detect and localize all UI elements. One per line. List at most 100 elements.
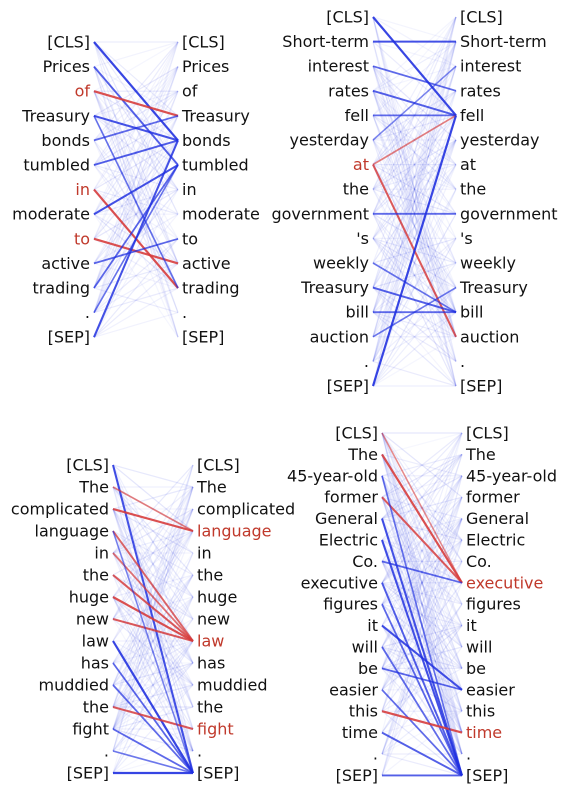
attention-line xyxy=(381,560,463,605)
attention-line xyxy=(372,311,457,362)
attention-line xyxy=(381,475,463,648)
left-token-label: Treasury xyxy=(21,106,90,125)
attention-edge xyxy=(112,750,194,774)
attention-edge xyxy=(372,16,457,117)
left-token-label: tumbled xyxy=(23,156,90,175)
left-token-label: muddied xyxy=(39,676,109,695)
attention-line xyxy=(112,508,194,642)
attention-edge xyxy=(371,115,458,387)
attention-line xyxy=(372,41,457,337)
attention-line xyxy=(381,582,463,691)
left-token-label: [CLS] xyxy=(326,8,369,27)
attention-line xyxy=(381,497,463,733)
attention-line xyxy=(381,432,463,733)
attention-line xyxy=(93,66,179,264)
attention-line xyxy=(381,454,463,648)
right-token-label: yesterday xyxy=(460,131,540,150)
attention-line xyxy=(93,213,179,313)
right-token-label: huge xyxy=(197,588,237,607)
attention-edge xyxy=(381,689,463,777)
attention-line xyxy=(372,90,457,362)
attention-edge xyxy=(112,728,194,774)
right-token-label: complicated xyxy=(197,500,295,519)
attention-line xyxy=(372,287,457,362)
attention-edge xyxy=(112,706,194,730)
right-token-label: [SEP] xyxy=(182,328,224,347)
attention-line xyxy=(381,560,463,648)
attention-line xyxy=(372,237,457,313)
strong-attention-lines xyxy=(112,464,194,775)
attention-edge xyxy=(372,114,457,166)
panel-2: [CLS] [CLS] Short-term Short-term interest in… xyxy=(271,8,557,396)
attention-line xyxy=(381,475,463,626)
attention-line xyxy=(381,582,463,605)
right-token-label: fell xyxy=(460,106,484,125)
left-token-label: executive xyxy=(301,573,378,592)
left-token-label: be xyxy=(358,659,378,678)
attention-edge xyxy=(112,618,194,642)
right-token-label: [CLS] xyxy=(466,424,509,443)
attention-line xyxy=(372,139,457,239)
attention-line xyxy=(381,496,463,712)
attention-line xyxy=(372,139,457,313)
attention-line xyxy=(372,41,457,362)
right-token-label: muddied xyxy=(197,676,267,695)
attention-line xyxy=(381,518,463,755)
attention-line xyxy=(381,496,463,605)
left-token-label: bonds xyxy=(41,131,90,150)
attention-edge xyxy=(372,262,457,313)
attention-line xyxy=(372,16,457,43)
attention-line xyxy=(381,518,463,712)
left-token-label: Treasury xyxy=(300,278,369,297)
attention-edge xyxy=(112,596,194,642)
attention-line xyxy=(112,728,194,752)
left-token-label: interest xyxy=(308,57,369,76)
attention-line xyxy=(372,139,457,387)
attention-line xyxy=(372,65,457,288)
attention-line xyxy=(372,336,457,387)
left-token-label: [SEP] xyxy=(67,764,109,783)
left-token-label: 's xyxy=(356,229,369,248)
attention-edge xyxy=(381,518,463,776)
left-token-label: trading xyxy=(32,279,90,298)
right-token-label: trading xyxy=(182,279,240,298)
attention-edge xyxy=(381,560,463,584)
attention-line xyxy=(372,188,457,288)
attention-line xyxy=(112,596,194,730)
attention-edge xyxy=(93,139,179,166)
panel-3: [CLS] [CLS] The The complicated complicated la… xyxy=(11,456,295,783)
left-token-label: easier xyxy=(329,680,378,699)
attention-line xyxy=(372,66,457,387)
right-token-label: [SEP] xyxy=(460,377,502,396)
right-token-label: figures xyxy=(466,595,521,614)
right-token-label: in xyxy=(197,544,212,563)
attention-line xyxy=(372,262,457,387)
right-token-label: will xyxy=(466,638,492,657)
right-token-label: General xyxy=(466,509,529,528)
attention-line xyxy=(372,41,457,337)
attention-line xyxy=(381,453,463,498)
attention-line xyxy=(381,753,463,776)
attention-edge xyxy=(372,65,457,141)
right-token-label: easier xyxy=(466,680,515,699)
right-token-label: Treasury xyxy=(181,106,250,125)
left-token-label: the xyxy=(83,566,109,585)
left-token-label: active xyxy=(41,254,90,273)
attention-line xyxy=(93,189,179,240)
attention-line xyxy=(381,432,463,562)
attention-line xyxy=(112,530,194,598)
left-token-label: the xyxy=(83,698,109,717)
right-token-label: Prices xyxy=(182,57,229,76)
attention-line xyxy=(372,16,457,337)
attention-line xyxy=(381,539,463,562)
attention-line xyxy=(372,213,457,264)
attention-line xyxy=(112,596,194,686)
attention-line xyxy=(93,140,179,289)
right-token-label: Electric xyxy=(466,531,525,550)
attention-edge xyxy=(372,65,457,92)
attention-line xyxy=(112,596,194,686)
attention-line xyxy=(372,90,457,215)
attention-edge xyxy=(93,114,179,142)
left-token-label: Prices xyxy=(43,57,90,76)
attention-line xyxy=(381,454,463,776)
